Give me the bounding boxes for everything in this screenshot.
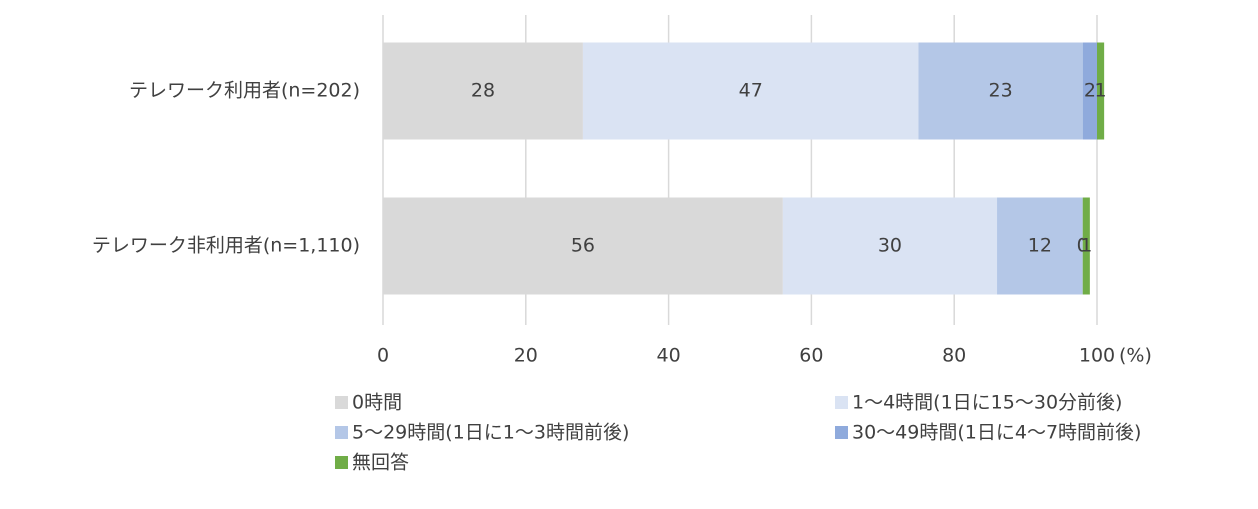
legend-label: 0時間 [352,392,402,414]
bar-segment [1097,42,1105,140]
x-tick-label: 20 [514,345,538,367]
legend-label: 無回答 [352,452,409,474]
bar-segment [782,197,998,295]
data-label: 47 [739,80,763,102]
data-label: 30 [878,235,902,257]
x-tick-label: 100 [1079,345,1115,367]
legend-label: 1～4時間(1日に15～30分前後) [852,392,1122,414]
category-label: テレワーク非利用者(n=1,110) [92,235,360,257]
bar-segment [918,42,1083,140]
x-tick-label: 0 [377,345,389,367]
bar-segment [383,42,583,140]
x-tick-label: 80 [942,345,966,367]
data-label: 1 [1095,80,1107,102]
data-label: 1 [1080,235,1092,257]
legend-swatch [335,426,348,439]
data-label: 56 [571,235,595,257]
legend-swatch [835,426,848,439]
legend-label: 5～29時間(1日に1～3時間前後) [352,422,629,444]
legend-swatch [835,396,848,409]
legend-swatch [335,396,348,409]
x-tick-label: 40 [657,345,681,367]
data-label: 23 [989,80,1013,102]
x-tick-label: 60 [799,345,823,367]
legend-label: 30～49時間(1日に4～7時間前後) [852,422,1141,444]
x-axis-label: (%) [1119,345,1152,367]
bar-segment [1082,197,1090,295]
bar-segment [997,197,1083,295]
data-label: 2 [1084,80,1096,102]
bar-segment [1082,42,1097,140]
data-label: 28 [471,80,495,102]
legend-swatch [335,456,348,469]
category-label: テレワーク利用者(n=202) [129,80,360,102]
data-label: 12 [1028,235,1052,257]
bar-segment [383,197,783,295]
bar-segment [582,42,919,140]
